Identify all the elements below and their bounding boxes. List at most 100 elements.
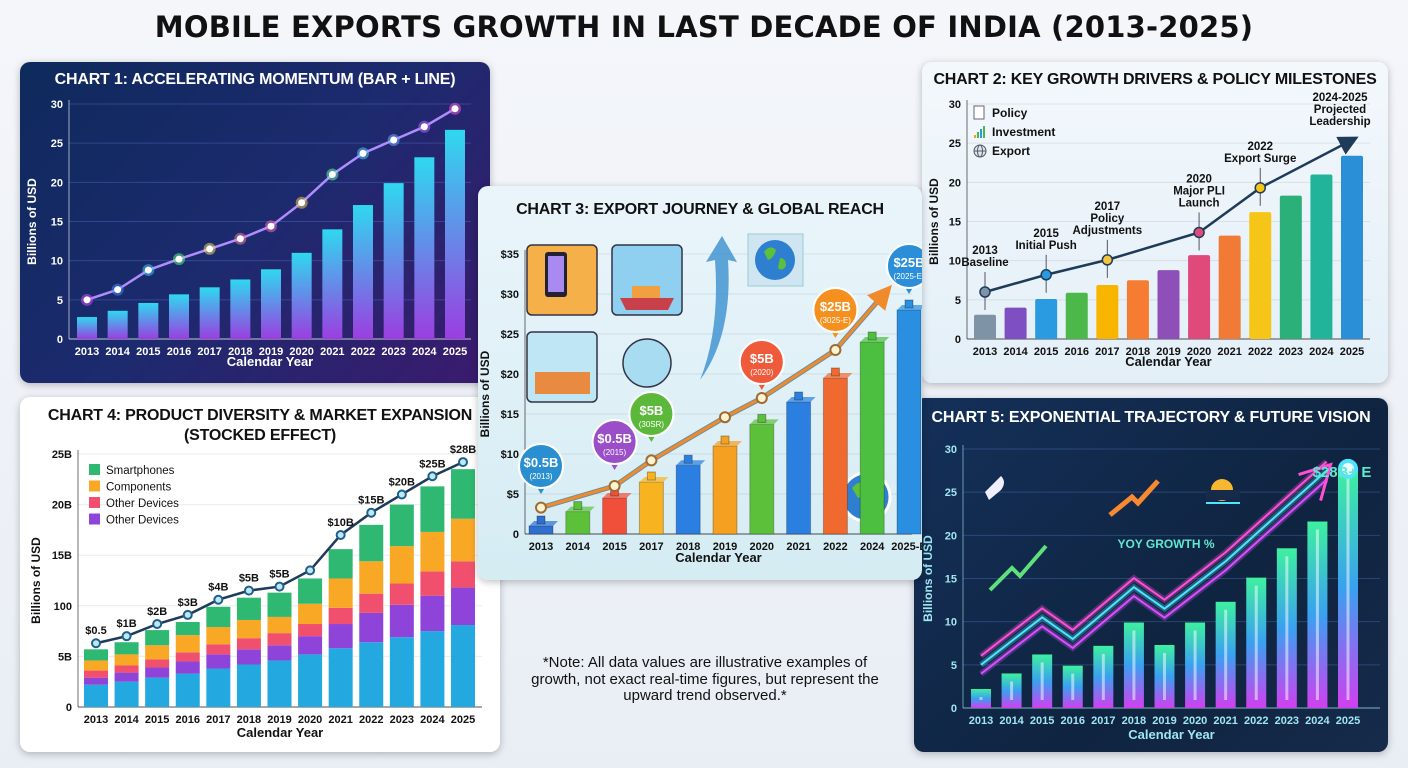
x-tick-label: 2023 — [390, 714, 414, 726]
stack-segment-2023 — [389, 504, 414, 547]
stack-segment-2025 — [451, 469, 475, 519]
x-tick-label: 2014 — [999, 715, 1024, 727]
callout-bubble — [628, 391, 675, 437]
callout-year: (2013) — [529, 472, 552, 481]
stack-segment-2022 — [359, 524, 384, 562]
stack-segment-2023 — [389, 546, 414, 584]
growth-arrow-icon — [988, 544, 1048, 592]
stack-segment-2016 — [175, 673, 200, 707]
stack-segment-2021 — [328, 607, 353, 625]
bar-2021 — [322, 229, 343, 339]
neon-trend-line — [980, 478, 1328, 675]
x-tick-label: 2022 — [823, 541, 847, 553]
y-tick-label: 20B — [52, 500, 72, 512]
x-tick-label: 2015 — [602, 541, 626, 553]
milestone-line — [984, 136, 1359, 294]
y-tick-label: 25B — [52, 449, 72, 461]
line-point — [829, 344, 842, 356]
x-tick-label: 2017 — [197, 346, 221, 358]
y-tick-label: $5 — [507, 489, 519, 501]
stack-segment-2022 — [359, 593, 384, 613]
y-tick-label: 0 — [955, 334, 961, 346]
total-label: $28B — [450, 444, 476, 456]
stack-segment-2017 — [206, 654, 231, 669]
stack-segment-2018 — [236, 619, 261, 639]
callout-bubble — [518, 443, 564, 489]
total-label: $5B — [269, 569, 289, 581]
line-point-2014 — [114, 286, 122, 294]
stack-segment-2018 — [236, 597, 261, 620]
chart-2-title: CHART 2: KEY GROWTH DRIVERS & POLICY MIL… — [933, 71, 1377, 88]
y-axis-title: Billions of USD — [29, 537, 43, 624]
growth-arrow-icon — [1108, 479, 1160, 517]
x-tick-label: 2018 — [1122, 715, 1146, 727]
globe-icon — [755, 240, 795, 280]
x-tick-label: 2013 — [84, 714, 108, 726]
y-tick-label: 10 — [949, 256, 961, 268]
bar-2019 — [261, 269, 281, 339]
bar-chart-icon — [983, 126, 985, 138]
callout-bubble — [812, 287, 859, 333]
bar-2015 — [138, 302, 159, 339]
chart-5-title: CHART 5: EXPONENTIAL TRAJECTORY & FUTURE… — [931, 409, 1371, 426]
line-point-2018 — [236, 235, 244, 243]
stack-segment-2017 — [206, 668, 231, 707]
x-tick-label: 2025-E — [891, 541, 922, 553]
x-tick-label: 2015 — [145, 714, 169, 726]
bar-2017 — [1096, 284, 1119, 339]
yoy-growth-annotation: YOY GROWTH % — [1117, 537, 1214, 551]
stack-segment-2015 — [145, 677, 170, 707]
x-tick-label: 2024 — [1305, 715, 1330, 727]
y-tick-label: 25 — [949, 138, 961, 150]
y-axis-title: Billions of USD — [927, 178, 941, 265]
callout-amount: $5B — [639, 403, 663, 418]
y-tick-label: 20 — [945, 530, 957, 542]
stack-segment-2022 — [359, 612, 384, 643]
x-tick-label: 2025 — [443, 346, 467, 358]
bar-2020 — [291, 252, 312, 339]
bar-2015 — [602, 497, 628, 535]
line-point-2022 — [359, 149, 367, 157]
ship-icon — [620, 298, 674, 310]
y-tick-label: 15B — [52, 550, 72, 562]
factory-circle-icon — [622, 338, 672, 388]
total-point-2017 — [213, 594, 224, 605]
callout-year: (30SR) — [639, 420, 665, 429]
x-tick-label: 2020 — [298, 714, 322, 726]
total-label: $15B — [358, 495, 384, 507]
total-point-2021 — [335, 529, 346, 540]
y-tick-label: 20 — [51, 177, 63, 189]
legend-label: Other Devices — [106, 498, 179, 510]
milestone-label-line: Major PLI — [1173, 185, 1225, 197]
x-tick-label: 2018 — [228, 346, 252, 358]
growth-arrow-icon — [700, 236, 737, 380]
callout-amount: $25B — [893, 255, 922, 270]
x-tick-label: 2024 — [1309, 346, 1334, 358]
y-tick-label: 10 — [51, 256, 63, 268]
y-tick-label: $35 — [501, 249, 519, 261]
line-point — [719, 411, 731, 424]
stack-segment-2020 — [298, 654, 323, 707]
bar-2019 — [712, 445, 738, 535]
factory-icon — [535, 372, 590, 394]
bar-2013 — [77, 317, 97, 339]
bar-cap — [573, 501, 583, 511]
bar-2023 — [383, 183, 404, 339]
stack-segment-2013 — [84, 677, 108, 685]
bar-cap — [757, 413, 767, 423]
chart-4-svg: 0 5B 100 15B 20B 25B 2013 2014 2015 2016 2017 2018 2… — [29, 444, 482, 740]
bar-2020 — [749, 423, 775, 535]
stack-segment-2017 — [206, 644, 231, 655]
chart-1-panel: 0 5 10 15 20 25 30 2013 2014 2015 2016 2017 2018 2019… — [20, 62, 490, 383]
milestone-label: 2015 Initial Push — [1015, 228, 1076, 252]
x-tick-label: 2023 — [1279, 346, 1303, 358]
legend-label: Other Devices — [106, 515, 179, 527]
line-point-2017 — [206, 245, 214, 253]
callout-year: (3025-E) — [820, 316, 851, 325]
bar-2014 — [565, 511, 591, 535]
bar-2019 — [1157, 270, 1180, 339]
x-axis-title: Calendar Year — [237, 725, 323, 740]
total-point-2022 — [366, 507, 377, 518]
stack-segment-2013 — [84, 660, 108, 671]
legend-label: Components — [106, 482, 171, 494]
